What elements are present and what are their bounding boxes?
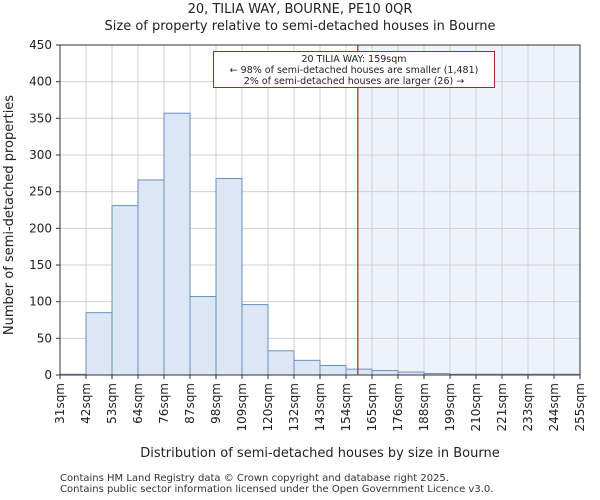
y-axis-label: Number of semi-detached properties xyxy=(2,95,17,335)
y-tick-label: 400 xyxy=(29,75,52,89)
histogram-bar xyxy=(267,350,295,376)
x-tick-label: 98sqm xyxy=(209,383,223,424)
histogram-bar xyxy=(163,112,191,376)
x-tick-label: 255sqm xyxy=(573,383,587,431)
marker-annotation-box: 20 TILIA WAY: 159sqm ← 98% of semi-detac… xyxy=(213,51,495,88)
y-tick-label: 250 xyxy=(29,185,52,199)
x-tick-label: 109sqm xyxy=(235,383,249,431)
x-tick-label: 143sqm xyxy=(313,383,327,431)
x-tick-label: 120sqm xyxy=(261,383,275,431)
x-tick-label: 176sqm xyxy=(391,383,405,431)
histogram-bar xyxy=(189,296,217,376)
x-tick-label: 31sqm xyxy=(53,383,67,424)
y-tick-label: 350 xyxy=(29,111,52,125)
x-tick-label: 154sqm xyxy=(339,383,353,431)
y-tick-label: 150 xyxy=(29,258,52,272)
histogram-bar xyxy=(215,177,243,376)
x-tick-label: 233sqm xyxy=(521,383,535,431)
annotation-line-3: 2% of semi-detached houses are larger (2… xyxy=(243,76,465,87)
x-tick-label: 244sqm xyxy=(547,383,561,431)
y-tick-label: 0 xyxy=(44,368,52,382)
x-tick-label: 87sqm xyxy=(183,383,197,424)
y-tick-label: 50 xyxy=(37,331,52,345)
x-tick-label: 188sqm xyxy=(417,383,431,431)
x-tick-label: 53sqm xyxy=(105,383,119,424)
x-tick-label: 132sqm xyxy=(287,383,301,431)
histogram-bar xyxy=(111,205,139,376)
x-tick-label: 221sqm xyxy=(495,383,509,431)
annotation-line-2: ← 98% of semi-detached houses are smalle… xyxy=(229,65,479,76)
chart-subtitle: Size of property relative to semi-detach… xyxy=(104,19,496,34)
footer-line-2: Contains public sector information licen… xyxy=(60,484,494,495)
histogram-bar xyxy=(137,179,165,376)
x-axis-label: Distribution of semi-detached houses by … xyxy=(140,446,499,461)
chart-title: 20, TILIA WAY, BOURNE, PE10 0QR xyxy=(187,2,413,17)
histogram-bar xyxy=(319,364,347,376)
y-tick-label: 200 xyxy=(29,221,52,235)
x-tick-label: 165sqm xyxy=(365,383,379,431)
y-tick-label: 450 xyxy=(29,38,52,52)
y-tick-label: 300 xyxy=(29,148,52,162)
x-tick-label: 64sqm xyxy=(131,383,145,424)
histogram-bar xyxy=(241,304,269,376)
footer-line-1: Contains HM Land Registry data © Crown c… xyxy=(60,473,449,484)
y-tick-label: 100 xyxy=(29,295,52,309)
x-tick-label: 42sqm xyxy=(79,383,93,424)
x-tick-label: 210sqm xyxy=(469,383,483,431)
x-tick-label: 199sqm xyxy=(443,383,457,431)
histogram-bar xyxy=(85,312,113,376)
highlight-region xyxy=(357,45,580,375)
histogram-bar xyxy=(345,368,373,376)
annotation-line-1: 20 TILIA WAY: 159sqm xyxy=(301,54,407,65)
histogram-bar xyxy=(293,359,321,376)
histogram-bar xyxy=(371,370,399,376)
x-tick-label: 76sqm xyxy=(157,383,171,424)
